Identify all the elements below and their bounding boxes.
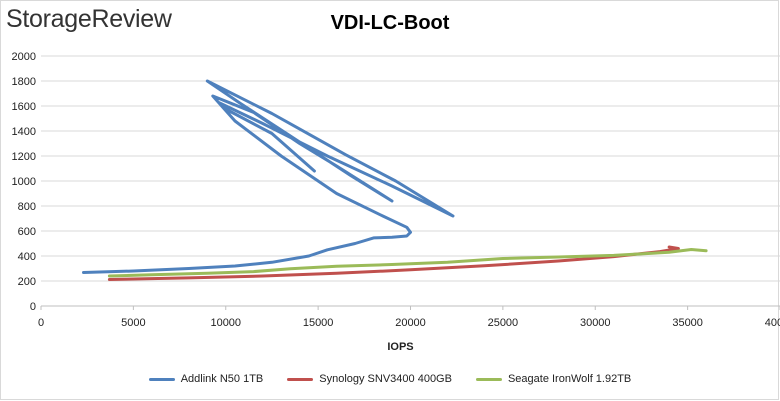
- legend-label: Seagate IronWolf 1.92TB: [507, 373, 632, 385]
- chart-legend: Addlink N50 1TB Synology SNV3400 400GB Sea…: [0, 373, 780, 385]
- legend-item-1: Addlink N50 1TB: [148, 373, 264, 385]
- x-tick-label: 15000: [303, 317, 334, 329]
- x-tick-label: 5000: [121, 317, 145, 329]
- y-tick-label: 1400: [12, 126, 36, 138]
- y-tick-label: 600: [18, 226, 36, 238]
- y-tick-label: 1600: [12, 101, 36, 113]
- series-line-1: [82, 79, 455, 274]
- x-tick-label: 20000: [395, 317, 426, 329]
- x-tick-label: 25000: [488, 317, 519, 329]
- legend-swatch: [475, 377, 502, 381]
- chart-title: VDI-LC-Boot: [330, 12, 450, 34]
- series-line-3: [107, 248, 708, 278]
- x-tick-label: 0: [38, 317, 44, 329]
- y-tick-label: 1000: [12, 176, 36, 188]
- x-tick-label: 40000: [765, 317, 780, 329]
- legend-swatch: [148, 377, 175, 381]
- y-tick-label: 0: [30, 301, 36, 313]
- x-tick-label: 10000: [210, 317, 241, 329]
- legend-label: Synology SNV3400 400GB: [319, 373, 452, 385]
- y-tick-label: 2000: [12, 51, 36, 63]
- legend-swatch: [287, 377, 314, 381]
- x-tick-label: 30000: [580, 317, 611, 329]
- legend-label: Addlink N50 1TB: [180, 373, 264, 385]
- x-tick-label: 35000: [672, 317, 703, 329]
- y-tick-label: 1800: [12, 76, 36, 88]
- y-tick-label: 800: [18, 201, 36, 213]
- series-line-2: [107, 245, 680, 281]
- legend-item-3: Seagate IronWolf 1.92TB: [475, 373, 632, 385]
- storagereview-logo: StorageReview: [6, 5, 172, 33]
- y-tick-label: 400: [18, 251, 36, 263]
- legend-item-2: Synology SNV3400 400GB: [287, 373, 452, 385]
- x-axis-title: IOPS: [387, 341, 413, 353]
- y-tick-label: 200: [18, 276, 36, 288]
- y-tick-label: 1200: [12, 151, 36, 163]
